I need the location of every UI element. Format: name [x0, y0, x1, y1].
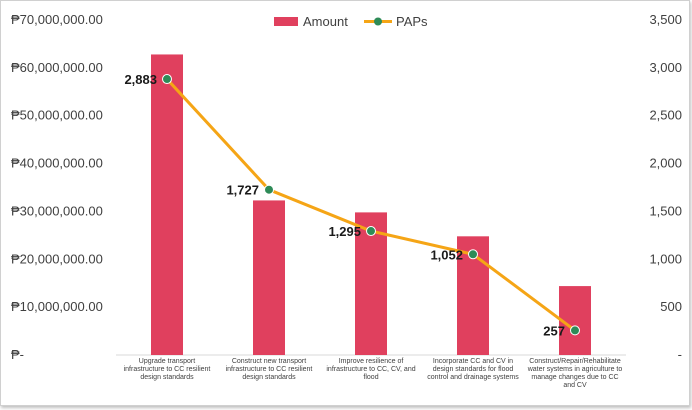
category-label-line: manage changes due to CC [531, 374, 618, 381]
paps-data-label: 2,883 [124, 72, 157, 87]
category-label-line: flood [363, 374, 378, 381]
amount-bar [559, 286, 591, 355]
category-label-line: Improve resilience of [339, 358, 404, 365]
right-tick-label: 2,500 [649, 108, 682, 123]
category-labels: Upgrade transport infrastructure to CC re… [124, 358, 623, 389]
paps-data-label: 1,295 [328, 224, 361, 239]
paps-marker [366, 226, 376, 237]
left-tick-label: ₱40,000,000.00 [11, 156, 103, 171]
category-label-line: design standards [242, 374, 296, 381]
right-tick-label: 1,000 [649, 251, 682, 266]
category-label: Upgrade transport infrastructure to CC re… [124, 358, 211, 381]
legend-paps-marker [374, 17, 382, 26]
right-tick-label: 2,000 [649, 156, 682, 171]
left-axis-ticks: ₱- ₱10,000,000.00 ₱20,000,000.00 ₱30,000,00… [11, 12, 103, 362]
category-label-line: Construct new transport [232, 358, 306, 365]
amount-bar [355, 212, 387, 355]
legend: Amount PAPs [274, 14, 428, 29]
category-label-line: control and drainage systems [427, 374, 519, 381]
left-tick-label: ₱10,000,000.00 [11, 299, 103, 314]
right-tick-label: - [678, 347, 682, 362]
right-axis-ticks: - 500 1,000 1,500 2,000 2,500 3,000 3,500 [649, 12, 682, 362]
paps-data-label: 1,727 [226, 183, 259, 198]
legend-paps-label: PAPs [396, 14, 428, 29]
amount-bars [151, 54, 591, 355]
category-label-line: infrastructure to CC resilient [124, 366, 211, 373]
category-label-line: infrastructure to CC resilient [226, 366, 313, 373]
legend-amount-label: Amount [303, 14, 348, 29]
category-label: Construct/Repair/Rehabilitate water syste… [527, 358, 623, 389]
category-label-line: Upgrade transport [139, 358, 195, 365]
right-tick-label: 1,500 [649, 203, 682, 218]
category-label-line: infrastructure to CC, CV, and [326, 366, 415, 373]
paps-marker [264, 184, 274, 195]
paps-data-label: 257 [543, 323, 565, 338]
paps-marker [162, 74, 172, 85]
left-tick-label: ₱70,000,000.00 [11, 12, 103, 27]
paps-marker [570, 325, 580, 336]
left-tick-label: ₱60,000,000.00 [11, 60, 103, 75]
category-label-line: water systems in agriculture to [527, 366, 623, 373]
category-label: Incorporate CC and CV in design standards… [427, 358, 519, 381]
left-tick-label: ₱20,000,000.00 [11, 251, 103, 266]
right-tick-label: 3,500 [649, 12, 682, 27]
left-tick-label: ₱30,000,000.00 [11, 203, 103, 218]
category-label: Construct new transport infrastructure to… [226, 358, 313, 381]
category-label-line: Construct/Repair/Rehabilitate [529, 358, 621, 365]
right-tick-label: 500 [660, 299, 682, 314]
amount-bar [253, 200, 285, 355]
paps-line: 2,883 1,727 1,295 1,052 257 [124, 72, 580, 338]
left-tick-label: ₱- [11, 347, 24, 362]
paps-marker [468, 249, 478, 260]
legend-amount-swatch [274, 17, 298, 26]
paps-data-label: 1,052 [430, 247, 463, 262]
category-label-line: Incorporate CC and CV in [433, 358, 513, 365]
category-label: Improve resilience of infrastructure to C… [326, 358, 415, 381]
left-tick-label: ₱50,000,000.00 [11, 108, 103, 123]
category-label-line: design standards [140, 374, 194, 381]
right-tick-label: 3,000 [649, 60, 682, 75]
amount-bar [151, 54, 183, 355]
category-label-line: design standards for flood [433, 366, 514, 373]
category-label-line: and CV [563, 382, 587, 389]
